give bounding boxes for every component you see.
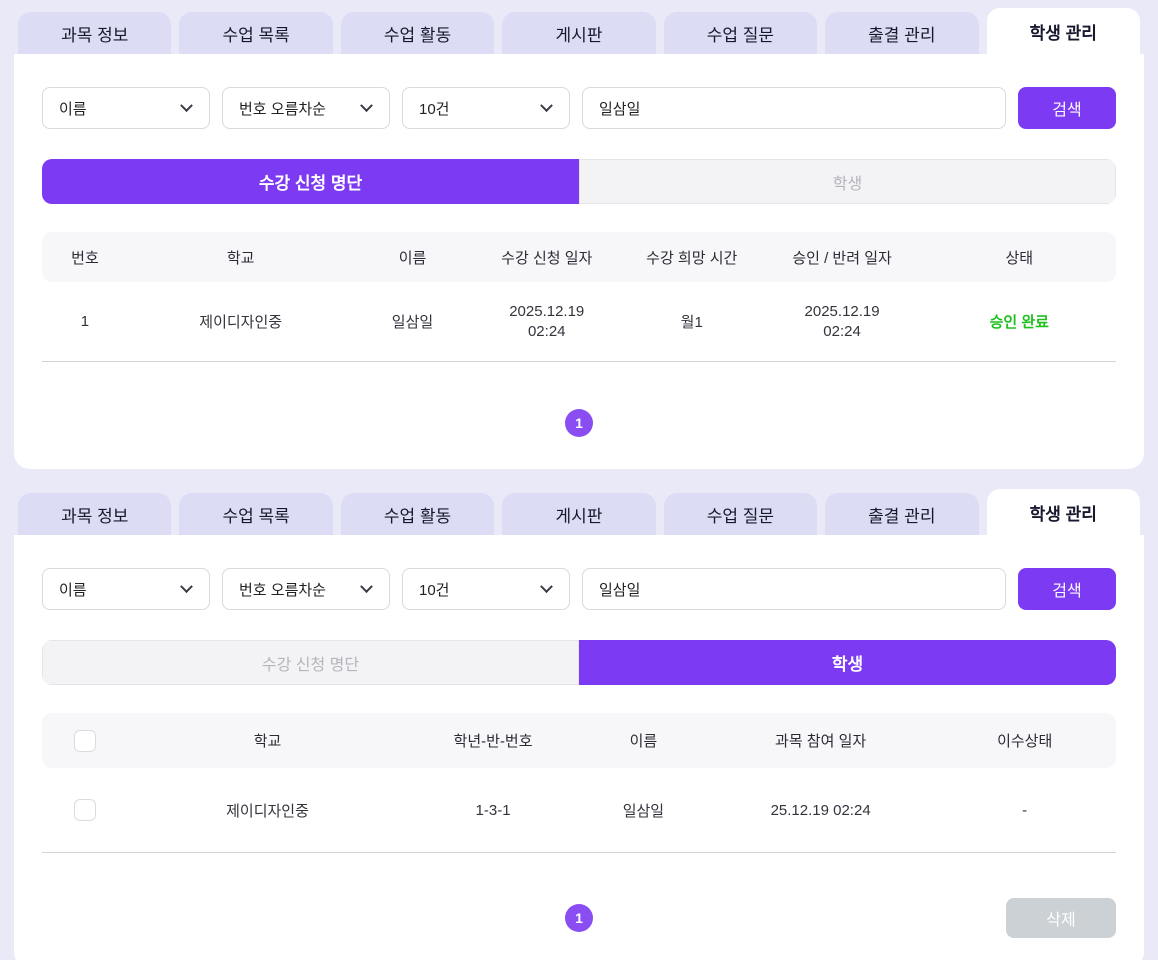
page-size-select[interactable]: 10건	[402, 568, 570, 610]
toggle-students[interactable]: 학생	[579, 159, 1116, 204]
col-header-school: 학교	[226, 249, 255, 267]
tab-subject-info[interactable]: 과목 정보	[18, 12, 172, 54]
search-input[interactable]	[582, 568, 1006, 610]
col-header-join-date: 과목 참여 일자	[775, 733, 867, 750]
chevron-down-icon	[360, 579, 373, 593]
chevron-down-icon	[180, 98, 193, 112]
col-header-completion-status: 이수상태	[997, 733, 1053, 750]
tab-class-activity[interactable]: 수업 활동	[340, 493, 495, 535]
search-field-value: 이름	[59, 581, 87, 599]
col-header-name: 이름	[398, 249, 427, 267]
tab-class-questions[interactable]: 수업 질문	[663, 493, 818, 535]
tab-student-management[interactable]: 학생 관리	[986, 8, 1140, 54]
tab-subject-info[interactable]: 과목 정보	[18, 493, 172, 535]
row-name: 일삼일	[391, 314, 434, 331]
col-header-status: 상태	[1005, 249, 1034, 267]
row-status-badge: 승인 완료	[989, 314, 1049, 331]
chevron-down-icon	[540, 98, 553, 112]
row-school: 제이디자인중	[199, 314, 283, 331]
col-header-name: 이름	[629, 733, 658, 750]
search-field-select[interactable]: 이름	[42, 568, 210, 610]
table-row[interactable]: 제이디자인중 1-3-1 일삼일 25.12.19 02:24 -	[42, 768, 1116, 853]
row-completion-status: -	[1022, 801, 1028, 819]
chevron-down-icon	[360, 98, 373, 112]
tab-board[interactable]: 게시판	[502, 493, 656, 535]
search-field-select[interactable]: 이름	[42, 87, 210, 129]
tab-student-management[interactable]: 학생 관리	[986, 489, 1140, 535]
tab-class-list[interactable]: 수업 목록	[179, 493, 333, 535]
toggle-students[interactable]: 학생	[579, 640, 1116, 685]
row-checkbox[interactable]	[73, 799, 96, 821]
panel-students-view: 과목 정보 수업 목록 수업 활동 게시판 수업 질문 출결 관리 학생 관리 …	[14, 469, 1144, 960]
tab-class-questions[interactable]: 수업 질문	[663, 12, 818, 54]
page-size-value: 10건	[419, 100, 450, 118]
select-all-cell	[42, 729, 128, 752]
sort-order-value: 번호 오름차순	[239, 581, 326, 599]
applicants-table: 번호 학교 이름 수강 신청 일자 수강 희망 시간 승인 / 반려 일자 상태…	[42, 232, 1116, 362]
pagination: 1	[42, 409, 1116, 437]
panel-body: 이름 번호 오름차순 10건 검색 수강 신청 명단 학생 학	[14, 535, 1144, 960]
page-size-value: 10건	[419, 581, 450, 599]
filter-row: 이름 번호 오름차순 10건 검색	[42, 87, 1116, 129]
toggle-applicants[interactable]: 수강 신청 명단	[42, 159, 579, 204]
list-toggle: 수강 신청 명단 학생	[42, 159, 1116, 204]
table-header-row: 번호 학교 이름 수강 신청 일자 수강 희망 시간 승인 / 반려 일자 상태	[42, 232, 1116, 282]
row-applied-date: 2025.12.19 02:24	[509, 303, 585, 340]
tab-class-activity[interactable]: 수업 활동	[340, 12, 495, 54]
sort-order-select[interactable]: 번호 오름차순	[222, 568, 390, 610]
tab-board[interactable]: 게시판	[502, 12, 656, 54]
col-header-no: 번호	[71, 249, 99, 267]
table-header-row: 학교 학년-반-번호 이름 과목 참여 일자 이수상태	[42, 713, 1116, 768]
tab-bar: 과목 정보 수업 목록 수업 활동 게시판 수업 질문 출결 관리 학생 관리	[14, 8, 1144, 54]
row-name: 일삼일	[622, 802, 665, 820]
pagination: 1 삭제	[42, 898, 1116, 938]
row-school: 제이디자인중	[226, 802, 309, 820]
page-button-1[interactable]: 1	[565, 904, 593, 932]
row-select-cell	[42, 799, 128, 821]
row-desired-time: 월1	[680, 314, 703, 331]
list-toggle: 수강 신청 명단 학생	[42, 640, 1116, 685]
tab-class-list[interactable]: 수업 목록	[179, 12, 333, 54]
page-button-1[interactable]: 1	[565, 409, 593, 437]
row-decision-date: 2025.12.19 02:24	[804, 303, 880, 340]
tab-attendance[interactable]: 출결 관리	[825, 12, 979, 54]
page-size-select[interactable]: 10건	[402, 87, 570, 129]
tab-bar: 과목 정보 수업 목록 수업 활동 게시판 수업 질문 출결 관리 학생 관리	[14, 489, 1144, 535]
panel-applicants-view: 과목 정보 수업 목록 수업 활동 게시판 수업 질문 출결 관리 학생 관리 …	[14, 0, 1144, 469]
select-all-checkbox[interactable]	[73, 729, 96, 752]
col-header-decision-date: 승인 / 반려 일자	[792, 249, 892, 267]
delete-button[interactable]: 삭제	[1006, 898, 1116, 938]
search-field-value: 이름	[59, 100, 87, 118]
filter-row: 이름 번호 오름차순 10건 검색	[42, 568, 1116, 610]
row-join-date: 25.12.19 02:24	[770, 801, 871, 819]
col-header-desired-time: 수강 희망 시간	[646, 249, 738, 267]
table-row[interactable]: 1 제이디자인중 일삼일 2025.12.19 02:24 월1 2025.12…	[42, 282, 1116, 362]
row-no: 1	[80, 313, 90, 330]
search-button[interactable]: 검색	[1018, 87, 1116, 129]
row-grade-class-no: 1-3-1	[475, 801, 511, 819]
sort-order-select[interactable]: 번호 오름차순	[222, 87, 390, 129]
col-header-grade-class-no: 학년-반-번호	[453, 733, 533, 750]
col-header-school: 학교	[253, 733, 282, 750]
chevron-down-icon	[180, 579, 193, 593]
search-button[interactable]: 검색	[1018, 568, 1116, 610]
panel-body: 이름 번호 오름차순 10건 검색 수강 신청 명단 학생 번호 학교 이름	[14, 54, 1144, 469]
toggle-applicants[interactable]: 수강 신청 명단	[42, 640, 579, 685]
students-table: 학교 학년-반-번호 이름 과목 참여 일자 이수상태 제이디자인중 1-3-1…	[42, 713, 1116, 853]
chevron-down-icon	[540, 579, 553, 593]
tab-attendance[interactable]: 출결 관리	[825, 493, 979, 535]
sort-order-value: 번호 오름차순	[239, 100, 326, 118]
col-header-applied-date: 수강 신청 일자	[501, 249, 593, 267]
search-input[interactable]	[582, 87, 1006, 129]
